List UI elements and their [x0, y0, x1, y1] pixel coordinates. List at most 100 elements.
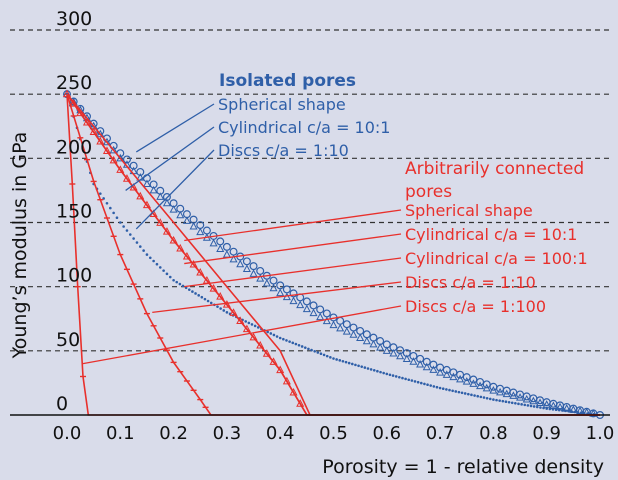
series-point: [469, 379, 478, 387]
series-point: [429, 360, 438, 369]
series-point: [282, 285, 291, 294]
series-point: [302, 304, 311, 313]
series-point: [495, 398, 498, 402]
series-point: [583, 411, 586, 415]
y-axis-label: Young’s modulus in GPa: [9, 132, 31, 360]
legend-pointer: [152, 281, 402, 313]
series-point: [336, 323, 345, 332]
series-point: [438, 386, 442, 390]
series-point: [501, 399, 505, 403]
series-point: [432, 385, 436, 388]
series-point: [422, 357, 431, 366]
series-point: [379, 370, 382, 374]
series-point: [509, 391, 518, 399]
series-point: [269, 357, 278, 365]
series-point: [225, 311, 229, 314]
series-point: [216, 244, 225, 252]
series-point: [216, 237, 225, 246]
y-tick-label: 200: [56, 136, 92, 158]
series-point: [129, 182, 138, 191]
series-point: [360, 365, 364, 368]
series-point: [473, 394, 476, 397]
series-point: [216, 292, 225, 300]
series-point: [575, 406, 585, 415]
series-point: [309, 308, 318, 317]
series-point: [99, 192, 102, 195]
series-point: [249, 269, 258, 277]
legend-pointer: [135, 149, 215, 230]
series-point: [116, 153, 125, 162]
series-point: [169, 235, 178, 244]
series-point: [129, 161, 138, 170]
series-point: [162, 269, 165, 272]
y-tick-label: 50: [56, 329, 80, 351]
series-point: [256, 274, 265, 282]
series-point: [322, 309, 331, 318]
series-point: [176, 210, 185, 219]
series-point: [363, 366, 367, 369]
series-point: [385, 372, 389, 376]
series-point: [332, 357, 335, 360]
series-point: [247, 321, 251, 325]
series-point: [579, 411, 583, 415]
series-point: [122, 225, 125, 228]
series-point: [136, 191, 145, 200]
series-point: [142, 249, 145, 252]
legend-heading: Arbitrarily connected: [405, 159, 584, 179]
legend-item: Cylindrical c/a = 10:1: [218, 118, 390, 137]
series-point: [282, 337, 285, 341]
series-point: [448, 388, 451, 392]
series-point: [529, 404, 533, 408]
series-point: [196, 227, 205, 236]
series-point: [409, 351, 418, 360]
legend-item: Discs c/a = 1:10: [405, 273, 536, 292]
series-point: [310, 348, 313, 352]
series-point: [288, 340, 291, 343]
legend-item: Discs c/a = 1:10: [218, 141, 349, 160]
series-point: [325, 354, 329, 358]
series-point: [449, 368, 458, 377]
series-point: [138, 245, 142, 248]
series-point: [382, 346, 391, 354]
x-tick-label: 0.5: [319, 423, 348, 444]
series-point: [132, 237, 135, 240]
series-point: [285, 339, 288, 342]
series-point: [366, 367, 370, 370]
series-point: [548, 407, 552, 411]
series-point: [194, 292, 197, 295]
legend-pointer: [184, 233, 402, 265]
series-point: [142, 179, 151, 187]
series-point: [413, 380, 417, 383]
series-point: [156, 192, 165, 200]
series-point: [222, 309, 226, 312]
series-point: [256, 340, 265, 349]
series-point: [351, 362, 354, 366]
series-point: [236, 259, 245, 268]
series-point: [276, 281, 285, 290]
series-point: [222, 300, 231, 308]
series-point: [302, 297, 311, 306]
series-point: [516, 393, 525, 401]
series-point: [200, 295, 204, 299]
series-point: [357, 364, 360, 368]
series-point: [462, 373, 471, 382]
series-point: [526, 404, 530, 407]
series-point: [109, 155, 118, 164]
series-point: [520, 403, 523, 406]
series-point: [250, 323, 254, 326]
series-point: [462, 377, 471, 385]
y-tick-label: 250: [56, 72, 92, 94]
series-point: [489, 386, 498, 394]
series-point: [229, 247, 238, 256]
legend-heading: Isolated pores: [219, 71, 356, 91]
series-point: [168, 275, 172, 279]
series-point: [182, 216, 191, 224]
axes: 0 50 100 150 200 250 300 0.0 0.1 0.2 0.3 0.4 0.5 0.6 0…: [10, 8, 614, 444]
series-point: [249, 262, 258, 271]
series-point: [586, 412, 589, 415]
series-point: [69, 99, 78, 107]
series-point: [476, 394, 480, 398]
series-point: [401, 376, 404, 380]
series-point: [269, 283, 278, 292]
